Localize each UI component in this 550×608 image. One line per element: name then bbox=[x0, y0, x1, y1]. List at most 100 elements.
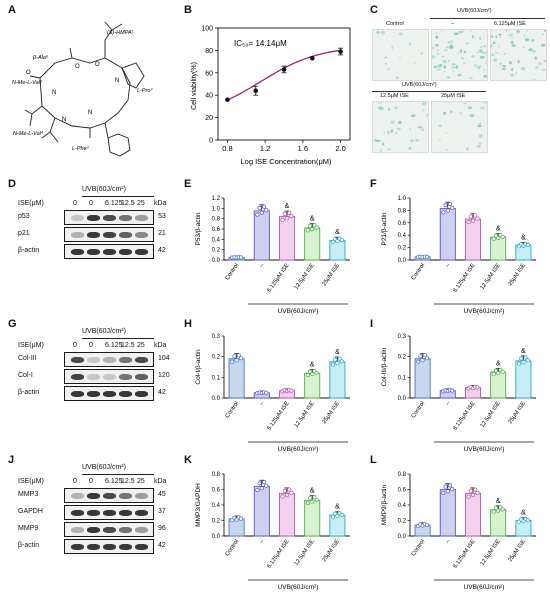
chart-K-dot bbox=[257, 481, 262, 486]
cell-stain bbox=[478, 141, 482, 145]
blot-band bbox=[135, 249, 148, 255]
chart-K-dot bbox=[310, 499, 315, 504]
chart-F-ytick-label: 0.6 bbox=[398, 221, 407, 227]
blot-band bbox=[135, 215, 148, 221]
chemical-structure: β-Ala⁶ (S)-HMPA¹ N-Me-L-Val⁵ L-Pro² N-Me… bbox=[12, 21, 152, 157]
cell-stain bbox=[510, 36, 514, 39]
blot-G-kd-value: 120 bbox=[158, 372, 170, 379]
blot-J-row-label: GAPDH bbox=[18, 508, 43, 515]
chart-H-dot bbox=[337, 356, 342, 361]
chart-K-bar bbox=[253, 485, 270, 537]
cell-stain bbox=[495, 35, 497, 39]
panel-c-uvb-line bbox=[430, 18, 545, 19]
blot-band bbox=[119, 544, 132, 550]
chart-K-ytick-label: 0.2 bbox=[212, 519, 221, 525]
blot-D-strip bbox=[64, 244, 154, 259]
chart-b-xlabel: Log ISE Concentration(μM) bbox=[240, 157, 332, 166]
chart-K-dot bbox=[307, 496, 313, 501]
chart-E-dot bbox=[307, 223, 313, 229]
chart-F-sig: & bbox=[521, 234, 526, 241]
cell-stain bbox=[503, 53, 506, 55]
cell-stain bbox=[469, 30, 473, 32]
chart-I-dot bbox=[493, 368, 499, 373]
chart-H-ytick-label: 0.3 bbox=[212, 334, 221, 340]
chart-K-dot bbox=[330, 514, 336, 519]
chart-L-ytick-label: 0.0 bbox=[398, 534, 407, 540]
label-n-me-val4: N-Me-L-Val⁴ bbox=[13, 130, 44, 137]
chart-K-dot bbox=[312, 495, 317, 500]
cell-stain bbox=[515, 72, 518, 75]
chart-I-ylabel: Col-III/β-actin bbox=[381, 347, 388, 386]
chart-K-xtick-label: 12.5μM ISE bbox=[293, 539, 315, 567]
cell-stain bbox=[433, 65, 437, 69]
atom-n-4: N bbox=[115, 78, 119, 84]
blot-band bbox=[103, 374, 116, 380]
cell-stain bbox=[398, 120, 402, 125]
chart-H-dot bbox=[232, 354, 237, 359]
blot-D-kd-value: 53 bbox=[158, 213, 166, 220]
chart-E-sig: & bbox=[285, 203, 290, 210]
blot-G-strip bbox=[64, 352, 154, 367]
chart-I-dot bbox=[420, 358, 425, 363]
cell-stain bbox=[388, 108, 391, 111]
cell-stain bbox=[465, 42, 469, 45]
cell-stain bbox=[535, 66, 539, 69]
cell-stain bbox=[384, 62, 387, 65]
chart-F-xtick-label: 6.125μM ISE bbox=[452, 263, 476, 294]
blot-band bbox=[71, 249, 84, 255]
chart-E-dot bbox=[282, 211, 287, 216]
chart-H-dot bbox=[238, 356, 244, 361]
cell-stain bbox=[528, 48, 533, 52]
chart-b-point bbox=[338, 49, 343, 54]
chart-F-ytick-label: 0.2 bbox=[398, 246, 407, 252]
chart-K-ytick-label: 0.8 bbox=[212, 472, 221, 478]
chart-I-ytick-label: 0.1 bbox=[398, 375, 407, 381]
cell-stain bbox=[511, 40, 514, 45]
cell-stain bbox=[421, 128, 425, 132]
blot-J-strip bbox=[64, 522, 154, 537]
cell-stain bbox=[501, 68, 506, 70]
chart-F-dot bbox=[450, 205, 455, 210]
cell-stain bbox=[445, 149, 449, 151]
chart-I-ytick-label: 0.3 bbox=[398, 334, 407, 340]
chart-b-xtick-label: 0.8 bbox=[222, 144, 232, 153]
chart-I-dot bbox=[521, 360, 526, 365]
chart-K-dot bbox=[339, 512, 344, 517]
chart-E-ytick-label: 0.6 bbox=[212, 227, 221, 233]
chart-I-xtick-label: Control bbox=[411, 401, 427, 420]
chart-L-bar bbox=[439, 489, 456, 537]
cell-stain bbox=[494, 52, 499, 54]
chart-E-dot bbox=[314, 225, 319, 230]
chart-F-dot bbox=[525, 242, 530, 247]
blot-G-row-label: Col-I bbox=[18, 372, 33, 379]
chart-I-xtick-label: 12.5μM ISE bbox=[479, 401, 501, 429]
cell-stain bbox=[499, 62, 502, 66]
cell-stain bbox=[511, 67, 514, 72]
chart-L-dot bbox=[468, 488, 473, 493]
chart-E-dot bbox=[259, 210, 264, 215]
chart-I-dot bbox=[519, 356, 524, 361]
chart-H-dot bbox=[330, 362, 336, 367]
blot-band bbox=[87, 357, 100, 363]
panel-c-dash-label: – bbox=[451, 21, 455, 27]
chart-E-dot bbox=[335, 239, 340, 244]
chart-F-dot bbox=[447, 201, 453, 207]
chart-I-xtick-label: 25μM ISE bbox=[507, 401, 527, 425]
chart-H-dot bbox=[289, 388, 294, 393]
blot-J-strip bbox=[64, 539, 154, 554]
chart-K-dot bbox=[289, 490, 294, 495]
chart-E-dot bbox=[330, 239, 336, 244]
chart-K-dot bbox=[305, 500, 310, 506]
blot-G-lane-label: 0 bbox=[73, 342, 77, 349]
cell-stain bbox=[446, 76, 451, 79]
blot-band bbox=[119, 493, 132, 499]
chart-E-dot bbox=[310, 227, 315, 232]
chart-I-uvb-label: UVB(60J/cm²) bbox=[464, 446, 505, 453]
chart-I-dot bbox=[496, 371, 501, 376]
blot-J-kd-value: 37 bbox=[158, 508, 166, 515]
blot-D-lane-label: 0 bbox=[73, 200, 77, 207]
chart-L-uvb-label: UVB(60J/cm²) bbox=[464, 584, 505, 591]
micrograph-6125 bbox=[490, 29, 547, 81]
cell-stain bbox=[533, 78, 536, 80]
cell-stain bbox=[379, 107, 384, 111]
